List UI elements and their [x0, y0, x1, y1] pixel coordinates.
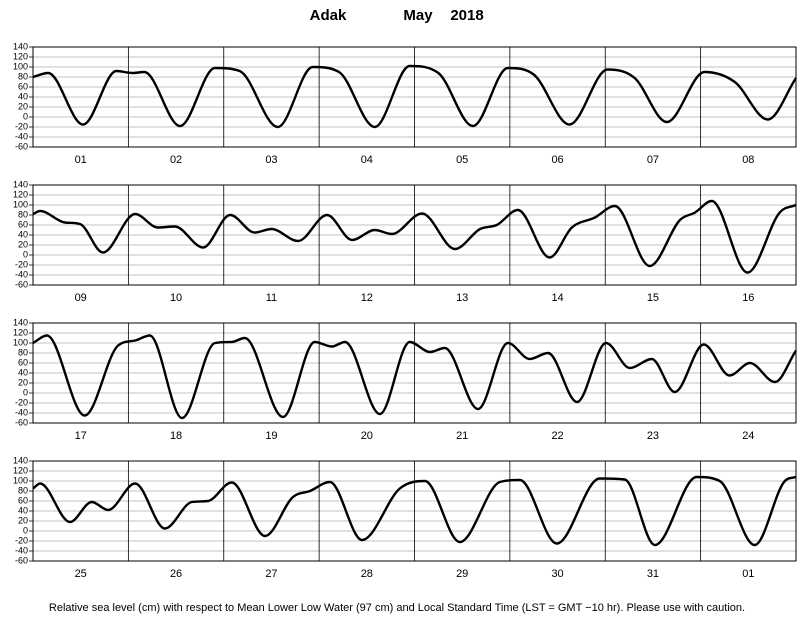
y-tick-label: -20	[15, 397, 28, 407]
station-name: Adak	[310, 7, 347, 24]
y-tick-label: 100	[13, 199, 28, 209]
plot-frame	[32, 184, 797, 286]
day-label: 02	[170, 154, 182, 166]
day-label: 25	[75, 568, 87, 580]
day-label: 22	[551, 430, 563, 442]
day-label: 31	[647, 568, 659, 580]
day-label: 21	[456, 430, 468, 442]
y-tick-label: 20	[18, 515, 28, 525]
day-label: 08	[742, 154, 754, 166]
y-tick-label: -40	[15, 269, 28, 279]
plot-frame	[32, 322, 797, 424]
day-label: 11	[266, 292, 277, 304]
y-tick-label: 120	[13, 327, 28, 337]
y-tick-label: 20	[18, 377, 28, 387]
y-tick-label: 120	[13, 51, 28, 61]
y-tick-label: 60	[18, 81, 28, 91]
y-tick-label: 0	[23, 387, 28, 397]
y-tick-label: 40	[18, 505, 28, 515]
day-label: 06	[551, 154, 563, 166]
tide-line	[32, 475, 797, 547]
y-tick-label: 80	[18, 347, 28, 357]
day-label: 17	[75, 430, 87, 442]
day-label: 26	[170, 568, 182, 580]
day-label: 04	[361, 154, 373, 166]
y-tick-label: 120	[13, 465, 28, 475]
tide-line	[32, 64, 797, 129]
footnote: Relative sea level (cm) with respect to …	[49, 602, 745, 614]
tide-line	[32, 334, 798, 420]
y-tick-label: -40	[15, 545, 28, 555]
y-tick-label: -60	[15, 279, 28, 289]
y-tick-label: -40	[15, 131, 28, 141]
y-tick-label: 140	[13, 455, 28, 465]
day-label: 24	[742, 430, 754, 442]
y-tick-label: 140	[13, 179, 28, 189]
day-label: 03	[265, 154, 277, 166]
day-label: 05	[456, 154, 468, 166]
day-label: 12	[361, 292, 373, 304]
y-tick-label: 100	[13, 337, 28, 347]
y-tick-label: 40	[18, 229, 28, 239]
y-tick-label: -60	[15, 141, 28, 151]
y-tick-label: 20	[18, 239, 28, 249]
month: May	[403, 7, 433, 24]
day-label: 23	[647, 430, 659, 442]
day-label: 28	[361, 568, 373, 580]
day-label: 20	[361, 430, 373, 442]
day-label: 29	[456, 568, 468, 580]
tide-line	[32, 199, 797, 274]
year: 2018	[450, 7, 483, 24]
y-tick-label: 20	[18, 101, 28, 111]
y-tick-label: 80	[18, 71, 28, 81]
day-label: 19	[265, 430, 277, 442]
plot-frame	[32, 460, 797, 562]
y-tick-label: 40	[18, 367, 28, 377]
day-label: 01	[742, 568, 754, 580]
day-label: 10	[170, 292, 182, 304]
y-tick-label: 120	[13, 189, 28, 199]
y-tick-label: 140	[13, 41, 28, 51]
y-tick-label: 0	[23, 111, 28, 121]
day-label: 13	[456, 292, 468, 304]
day-label: 15	[647, 292, 659, 304]
y-tick-label: 60	[18, 219, 28, 229]
y-tick-label: 60	[18, 357, 28, 367]
y-tick-label: 100	[13, 61, 28, 71]
day-label: 30	[551, 568, 563, 580]
day-label: 18	[170, 430, 182, 442]
day-label: 01	[75, 154, 87, 166]
y-tick-label: 0	[23, 249, 28, 259]
y-tick-label: -20	[15, 121, 28, 131]
y-tick-label: 80	[18, 209, 28, 219]
day-label: 27	[265, 568, 277, 580]
day-label: 16	[742, 292, 754, 304]
y-tick-label: 100	[13, 475, 28, 485]
y-tick-label: -60	[15, 555, 28, 565]
y-tick-label: -40	[15, 407, 28, 417]
y-tick-label: 0	[23, 525, 28, 535]
day-label: 09	[75, 292, 87, 304]
y-tick-label: 60	[18, 495, 28, 505]
day-label: 14	[551, 292, 563, 304]
y-tick-label: -20	[15, 535, 28, 545]
plot-frame	[32, 46, 797, 148]
y-tick-label: 40	[18, 91, 28, 101]
y-tick-label: -20	[15, 259, 28, 269]
y-tick-label: 80	[18, 485, 28, 495]
y-tick-label: 140	[13, 317, 28, 327]
y-tick-label: -60	[15, 417, 28, 427]
day-label: 07	[647, 154, 659, 166]
